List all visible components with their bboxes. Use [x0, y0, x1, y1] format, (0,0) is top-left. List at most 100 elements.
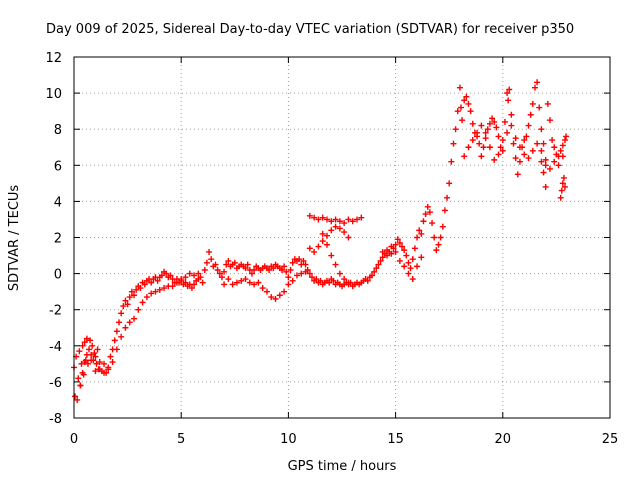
data-point	[96, 366, 103, 373]
data-point	[126, 294, 133, 301]
data-point	[139, 299, 146, 306]
data-point	[345, 279, 352, 286]
data-point	[461, 97, 468, 104]
data-point	[281, 263, 288, 270]
data-point	[161, 285, 168, 292]
data-point	[482, 135, 489, 142]
x-tick-label: 5	[177, 432, 185, 447]
data-point	[330, 277, 337, 284]
data-point	[392, 241, 399, 248]
data-point	[131, 292, 138, 299]
data-point	[311, 248, 318, 255]
data-point	[512, 155, 519, 162]
data-point	[319, 230, 326, 237]
data-point	[188, 285, 195, 292]
data-point	[379, 254, 386, 261]
data-point	[514, 171, 521, 178]
data-point	[392, 248, 399, 255]
data-point	[81, 339, 88, 346]
data-point	[244, 261, 251, 268]
data-point	[508, 122, 515, 129]
data-point	[72, 393, 79, 400]
data-point	[463, 93, 470, 100]
data-point	[448, 158, 455, 165]
data-point	[411, 245, 418, 252]
data-point	[169, 283, 176, 290]
data-point	[328, 252, 335, 259]
data-point	[311, 214, 318, 221]
data-point	[371, 268, 378, 275]
data-point	[401, 263, 408, 270]
data-point	[525, 122, 532, 129]
data-point	[555, 162, 562, 169]
data-point	[79, 369, 86, 376]
data-point	[486, 120, 493, 127]
data-point	[133, 286, 140, 293]
data-point	[426, 209, 433, 216]
data-point	[182, 279, 189, 286]
data-point	[414, 263, 421, 270]
data-point	[84, 360, 91, 367]
grid	[74, 57, 610, 418]
data-point	[441, 207, 448, 214]
data-point	[246, 279, 253, 286]
y-tick-label: 2	[54, 232, 62, 247]
data-point	[302, 261, 309, 268]
data-point	[111, 337, 118, 344]
data-point	[474, 129, 481, 136]
data-point	[182, 274, 189, 281]
x-tick-label: 15	[387, 432, 404, 447]
data-point	[128, 288, 135, 295]
data-point	[405, 259, 412, 266]
data-point	[118, 310, 125, 317]
data-point	[527, 111, 534, 118]
data-point	[549, 137, 556, 144]
data-point	[559, 142, 566, 149]
data-point	[557, 147, 564, 154]
data-point	[469, 120, 476, 127]
data-point	[259, 285, 266, 292]
data-point	[270, 265, 277, 272]
data-point	[225, 276, 232, 283]
data-point	[491, 118, 498, 125]
data-point	[452, 126, 459, 133]
data-point	[178, 276, 185, 283]
data-point	[191, 281, 198, 288]
data-point	[478, 122, 485, 129]
data-point	[76, 348, 83, 355]
data-point	[433, 247, 440, 254]
y-tick-label: -6	[49, 376, 62, 391]
data-point	[323, 241, 330, 248]
data-point	[332, 261, 339, 268]
data-point	[92, 353, 99, 360]
data-point	[77, 382, 84, 389]
data-point	[268, 294, 275, 301]
data-point	[495, 133, 502, 140]
data-point	[560, 174, 567, 181]
data-point	[469, 137, 476, 144]
data-point	[336, 270, 343, 277]
y-tick-labels: -8 -6 -4 -2 0 2 4 6 8 10 12	[45, 51, 62, 427]
data-point	[148, 290, 155, 297]
data-point	[437, 234, 444, 241]
data-point	[238, 277, 245, 284]
data-point	[396, 239, 403, 246]
x-axis-label: GPS time / hours	[288, 459, 397, 474]
data-point	[328, 227, 335, 234]
data-point	[504, 129, 511, 136]
data-point	[521, 151, 528, 158]
data-point	[191, 272, 198, 279]
y-tick-label: 10	[45, 87, 62, 102]
data-point	[529, 100, 536, 107]
data-point	[122, 297, 129, 304]
data-point	[287, 266, 294, 273]
data-point	[476, 140, 483, 147]
data-point	[409, 276, 416, 283]
data-point	[218, 274, 225, 281]
data-point	[248, 270, 255, 277]
chart-title: Day 009 of 2025, Sidereal Day-to-day VTE…	[46, 22, 574, 37]
data-point	[540, 140, 547, 147]
data-point	[148, 279, 155, 286]
data-point	[214, 266, 221, 273]
